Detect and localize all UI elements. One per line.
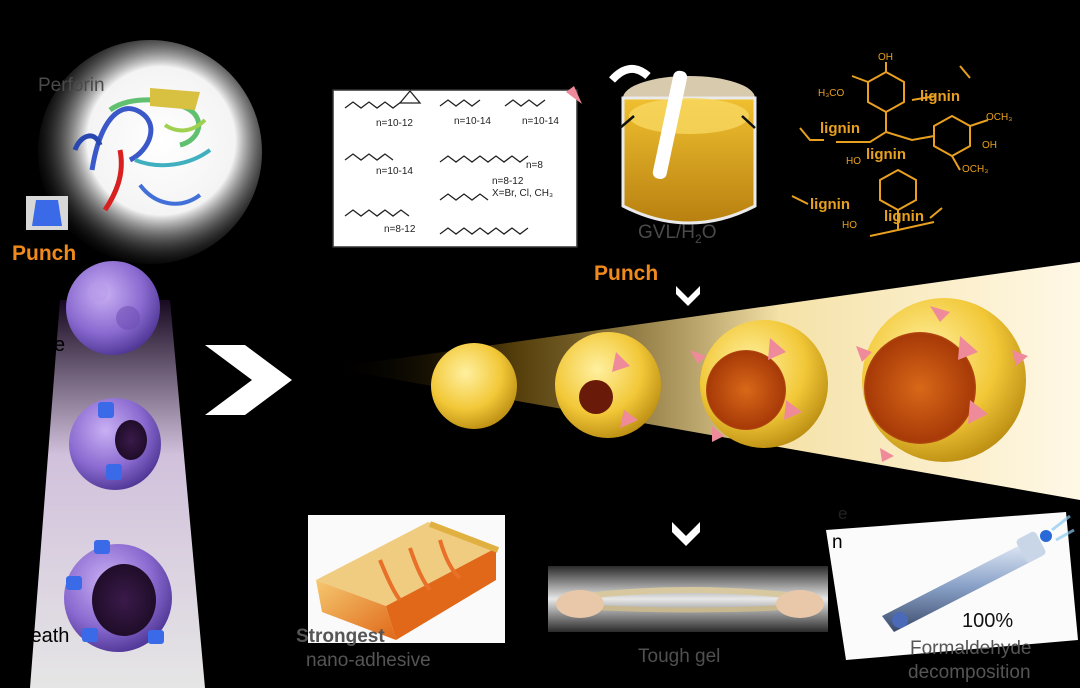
perforin-label: Perforin	[38, 75, 105, 96]
death-label: Death	[16, 625, 70, 647]
punch-label-center: Punch	[594, 262, 659, 285]
och3-label-bottom: OCH₃	[962, 164, 989, 175]
ho-label-bottom: HO	[842, 220, 857, 231]
monomer-n5: n=8	[526, 160, 543, 171]
down-arrow-top	[676, 286, 700, 306]
growth-sequence	[330, 262, 1080, 500]
monomer-n7: n=8-12	[384, 224, 416, 235]
h3co-label: H₃CO	[818, 88, 845, 99]
oh-label-top: OH	[878, 52, 893, 63]
adhesive-subtitle: nano-adhesive	[306, 650, 431, 671]
monomer-n1: n=10-12	[376, 118, 413, 129]
punch-label-left: Punch	[12, 242, 77, 265]
monomer-n3: n=10-14	[522, 116, 559, 127]
monomer-panel	[332, 89, 578, 248]
formaldehyde-label: Formaldehyde	[910, 638, 1032, 659]
partial-label-upper: e	[838, 504, 848, 523]
ho-label-mid: HO	[846, 156, 861, 167]
down-arrow-bottom	[672, 522, 700, 546]
lignin-label-3: lignin	[866, 146, 906, 163]
device-photo	[826, 512, 1078, 660]
monomer-n6: n=8-12	[492, 176, 524, 187]
monomer-n4: n=10-14	[376, 166, 413, 177]
cell-edge-label: e	[54, 334, 66, 356]
lignin-label-5: lignin	[884, 208, 924, 225]
monomer-n2: n=10-14	[454, 116, 491, 127]
oh-label-right: OH	[982, 140, 997, 151]
partial-label-lower: n	[832, 532, 843, 553]
beaker	[566, 65, 757, 225]
percent-label: 100%	[962, 610, 1014, 632]
lignin-label-2: lignin	[820, 120, 860, 137]
gel-label: Tough gel	[638, 646, 721, 667]
och3-label-top: OCH₃	[986, 112, 1013, 123]
perforin-panel	[26, 40, 262, 264]
cell-column	[30, 261, 205, 688]
transition-arrow	[205, 345, 292, 415]
adhesive-photo	[308, 515, 505, 643]
monomer-x: X=Br, Cl, CH₃	[492, 188, 554, 199]
gel-photo	[548, 566, 828, 632]
lignin-label-4: lignin	[810, 196, 850, 213]
adhesive-title: Strongest	[296, 626, 385, 647]
lignin-structure	[791, 62, 989, 237]
solvent-label: GVL/H2O	[638, 222, 717, 246]
decomposition-label: decomposition	[908, 662, 1031, 683]
lignin-label-1: lignin	[920, 88, 960, 105]
